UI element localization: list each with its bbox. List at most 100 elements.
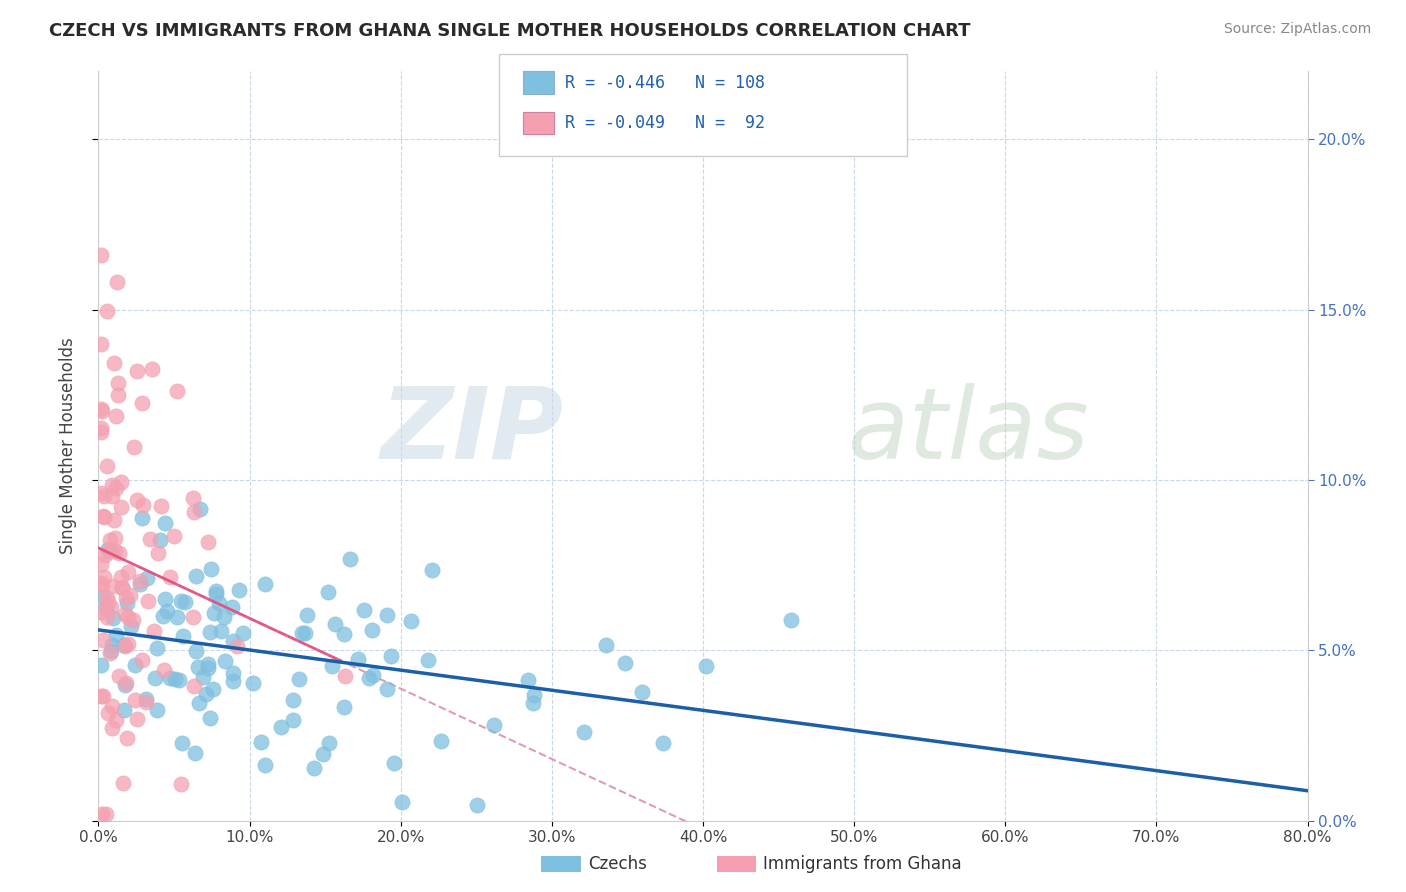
Point — [136, 571, 159, 585]
Point — [90, 558, 112, 572]
Point — [90, 421, 112, 435]
Point — [115, 591, 138, 605]
Point — [184, 746, 207, 760]
Point — [129, 576, 152, 591]
Point — [100, 600, 122, 615]
Point — [103, 513, 125, 527]
Point — [270, 721, 292, 735]
Point — [353, 603, 375, 617]
Point — [93, 510, 115, 524]
Point — [187, 660, 209, 674]
Point — [311, 747, 333, 761]
Text: R = -0.446   N = 108: R = -0.446 N = 108 — [565, 74, 765, 92]
Point — [90, 248, 112, 262]
Point — [125, 492, 148, 507]
Point — [155, 591, 177, 606]
Point — [90, 337, 112, 351]
Point — [93, 489, 115, 503]
Point — [183, 679, 205, 693]
Point — [357, 671, 380, 685]
Point — [110, 570, 132, 584]
Point — [522, 696, 544, 710]
Point — [104, 627, 127, 641]
Point — [391, 795, 413, 809]
Point — [209, 624, 232, 639]
Point — [91, 806, 114, 821]
Point — [146, 702, 169, 716]
Point — [112, 639, 135, 653]
Point — [98, 646, 121, 660]
Point — [90, 689, 112, 703]
Point — [93, 570, 115, 584]
Point — [100, 644, 122, 658]
Point — [110, 500, 132, 514]
Point — [100, 543, 122, 558]
Point — [321, 658, 343, 673]
Point — [198, 624, 221, 639]
Point — [110, 475, 132, 489]
Point — [143, 624, 166, 638]
Point — [107, 376, 129, 391]
Point — [222, 633, 245, 648]
Point — [111, 581, 134, 595]
Text: R = -0.049   N =  92: R = -0.049 N = 92 — [565, 114, 765, 132]
Point — [91, 689, 114, 703]
Point — [143, 671, 166, 685]
Point — [422, 563, 444, 577]
Point — [90, 576, 112, 591]
Point — [517, 673, 540, 687]
Point — [124, 657, 146, 672]
Point — [117, 596, 139, 610]
Point — [201, 682, 224, 697]
Point — [90, 577, 112, 591]
Point — [131, 511, 153, 525]
Point — [108, 546, 131, 560]
Point — [104, 409, 127, 424]
Point — [101, 698, 124, 713]
Point — [695, 659, 717, 673]
Point — [132, 498, 155, 512]
Point — [283, 693, 305, 707]
Point — [191, 670, 214, 684]
Point — [98, 533, 121, 547]
Point — [149, 499, 172, 513]
Point — [135, 695, 157, 709]
Point — [105, 275, 128, 289]
Point — [136, 593, 159, 607]
Point — [104, 544, 127, 558]
Point — [226, 639, 249, 653]
Point — [122, 613, 145, 627]
Point — [228, 582, 250, 597]
Point — [117, 565, 139, 579]
Point — [651, 736, 673, 750]
Point — [232, 625, 254, 640]
Point — [222, 674, 245, 689]
Point — [146, 546, 169, 560]
Point — [208, 596, 231, 610]
Point — [166, 610, 188, 624]
Point — [125, 712, 148, 726]
Point — [613, 656, 636, 670]
Text: Source: ZipAtlas.com: Source: ZipAtlas.com — [1223, 22, 1371, 37]
Point — [90, 486, 112, 500]
Point — [127, 364, 149, 378]
Point — [96, 459, 118, 474]
Point — [163, 672, 186, 686]
Point — [94, 806, 117, 821]
Point — [465, 798, 488, 813]
Point — [124, 693, 146, 707]
Point — [108, 668, 131, 682]
Point — [382, 756, 405, 770]
Point — [156, 604, 179, 618]
Point — [94, 548, 117, 562]
Point — [166, 384, 188, 398]
Point — [333, 700, 356, 714]
Point — [96, 304, 118, 318]
Text: CZECH VS IMMIGRANTS FROM GHANA SINGLE MOTHER HOUSEHOLDS CORRELATION CHART: CZECH VS IMMIGRANTS FROM GHANA SINGLE MO… — [49, 22, 970, 40]
Point — [120, 619, 142, 633]
Point — [97, 595, 120, 609]
Point — [159, 570, 181, 584]
Point — [146, 641, 169, 656]
Point — [291, 625, 314, 640]
Point — [101, 580, 124, 594]
